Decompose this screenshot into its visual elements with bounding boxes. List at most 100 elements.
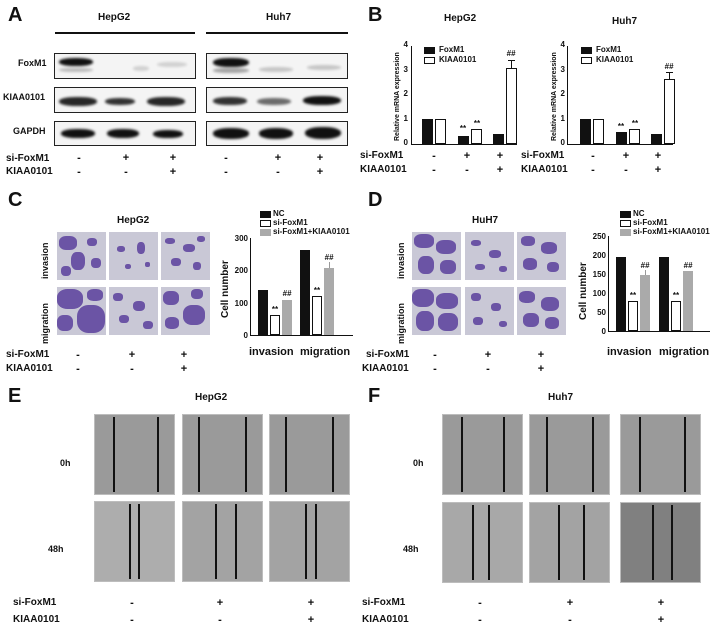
condition-sign: - bbox=[224, 166, 228, 178]
row-label-invasion: invasion bbox=[40, 242, 50, 279]
legend-swatch-si-foxm1-kiaa0101 bbox=[620, 229, 631, 236]
condition-sign: + bbox=[316, 152, 324, 164]
bar-si-foxm1-migration bbox=[671, 301, 681, 331]
wound-image-0h-nc bbox=[94, 414, 175, 495]
legend-label-si-foxm1-kiaa0101: si-FoxM1+KIAA0101 bbox=[273, 227, 350, 236]
x-axis bbox=[608, 331, 710, 332]
chart-title-huh7: Huh7 bbox=[612, 16, 637, 27]
significance-marker: ** bbox=[459, 124, 467, 133]
condition-label-kiaa0101: KIAA0101 bbox=[6, 363, 53, 374]
row-label-0h: 0h bbox=[413, 458, 424, 468]
condition-label-si-foxm1: si-FoxM1 bbox=[521, 150, 565, 161]
row-label-invasion: invasion bbox=[396, 242, 406, 279]
wound-image-0h-nc bbox=[442, 414, 523, 495]
x-category-invasion: invasion bbox=[607, 346, 652, 358]
y-tick: 2 bbox=[403, 89, 408, 98]
x-category-invasion: invasion bbox=[249, 346, 294, 358]
condition-sign: - bbox=[130, 614, 134, 626]
condition-sign: + bbox=[622, 150, 630, 162]
error-bar bbox=[669, 72, 670, 79]
legend-label-si-foxm1: si-FoxM1 bbox=[273, 218, 308, 227]
transwell-image-invasion-nc bbox=[412, 232, 461, 280]
y-tick: 0 bbox=[403, 138, 408, 147]
transwell-image-invasion-si-foxm1-kiaa0101 bbox=[517, 232, 566, 280]
transwell-image-invasion-si-foxm1 bbox=[109, 232, 158, 280]
row-label-migration: migration bbox=[40, 302, 50, 344]
bar-si-foxm1-kiaa0101-invasion bbox=[282, 300, 292, 335]
significance-marker: ## bbox=[664, 62, 674, 71]
error-bar-cap bbox=[666, 72, 673, 73]
bracket-line-huh7 bbox=[206, 32, 348, 34]
y-tick: 300 bbox=[234, 234, 248, 243]
bar-nc-migration bbox=[659, 257, 669, 331]
condition-label-si-foxm1: si-FoxM1 bbox=[6, 153, 50, 164]
x-category-migration: migration bbox=[300, 346, 351, 358]
condition-sign: + bbox=[654, 164, 662, 176]
panel-label-a: A bbox=[8, 4, 23, 26]
condition-sign: + bbox=[657, 597, 665, 609]
bar-foxm1 bbox=[616, 132, 627, 144]
wound-title-huh7: Huh7 bbox=[548, 392, 573, 403]
condition-label-si-foxm1: si-FoxM1 bbox=[360, 150, 404, 161]
condition-sign: + bbox=[654, 150, 662, 162]
bar-foxm1 bbox=[422, 119, 433, 144]
y-tick: 1 bbox=[560, 114, 565, 123]
condition-sign: + bbox=[566, 597, 574, 609]
panel-label-b: B bbox=[368, 4, 383, 26]
wound-image-0h-si-foxm1 bbox=[182, 414, 263, 495]
bracket-line-hepg2 bbox=[55, 32, 195, 34]
condition-sign: - bbox=[568, 614, 572, 626]
y-tick: 100 bbox=[234, 299, 248, 308]
panel-label-d: D bbox=[368, 189, 383, 211]
x-axis bbox=[250, 335, 353, 336]
condition-sign: - bbox=[218, 614, 222, 626]
condition-sign: - bbox=[77, 166, 81, 178]
condition-sign: + bbox=[496, 150, 504, 162]
western-blot-gapdh-hepg2 bbox=[54, 121, 196, 146]
y-tick: 4 bbox=[403, 40, 408, 49]
bar-si-foxm1-invasion bbox=[628, 301, 638, 331]
legend-swatch-kiaa0101 bbox=[581, 57, 592, 64]
legend-label-si-foxm1-kiaa0101: si-FoxM1+KIAA0101 bbox=[633, 227, 710, 236]
row-label-48h: 48h bbox=[48, 544, 64, 554]
condition-sign: - bbox=[591, 150, 595, 162]
condition-label-kiaa0101: KIAA0101 bbox=[521, 164, 568, 175]
cell-line-title-huh7: Huh7 bbox=[266, 12, 291, 23]
condition-sign: - bbox=[478, 597, 482, 609]
bar-foxm1 bbox=[493, 134, 504, 144]
transwell-image-migration-nc bbox=[412, 287, 461, 335]
condition-sign: + bbox=[169, 166, 177, 178]
bar-nc-invasion bbox=[258, 290, 268, 335]
y-tick: 50 bbox=[597, 308, 606, 317]
wound-image-48h-nc bbox=[94, 501, 175, 582]
y-tick: 100 bbox=[592, 289, 606, 298]
significance-marker: ## bbox=[282, 289, 292, 298]
legend-swatch-si-foxm1-kiaa0101 bbox=[260, 229, 271, 236]
wound-image-48h-si-foxm1 bbox=[182, 501, 263, 582]
x-category-migration: migration bbox=[659, 346, 710, 358]
western-blot-gapdh-huh7 bbox=[206, 121, 348, 146]
row-label-48h: 48h bbox=[403, 544, 419, 554]
legend-label-nc: NC bbox=[633, 209, 645, 218]
condition-sign: - bbox=[432, 150, 436, 162]
condition-sign: + bbox=[307, 614, 315, 626]
x-axis bbox=[567, 144, 673, 145]
legend-label-foxm1: FoxM1 bbox=[439, 45, 465, 54]
bar-kiaa0101 bbox=[593, 119, 604, 144]
significance-marker: ** bbox=[672, 291, 680, 300]
condition-sign: + bbox=[307, 597, 315, 609]
condition-sign: + bbox=[180, 363, 188, 375]
condition-sign: - bbox=[130, 597, 134, 609]
error-bar bbox=[645, 270, 646, 275]
condition-label-kiaa0101: KIAA0101 bbox=[362, 614, 409, 625]
wound-title-hepg2: HepG2 bbox=[195, 392, 228, 403]
wound-image-48h-si-foxm1 bbox=[529, 502, 610, 583]
transwell-image-migration-si-foxm1-kiaa0101 bbox=[517, 287, 566, 335]
bar-kiaa0101 bbox=[435, 119, 446, 144]
western-blot-foxm1-hepg2 bbox=[54, 53, 196, 79]
y-axis bbox=[250, 238, 251, 335]
legend-label-si-foxm1: si-FoxM1 bbox=[633, 218, 668, 227]
condition-label-kiaa0101: KIAA0101 bbox=[6, 166, 53, 177]
y-tick: 0 bbox=[560, 138, 565, 147]
condition-sign: - bbox=[276, 166, 280, 178]
